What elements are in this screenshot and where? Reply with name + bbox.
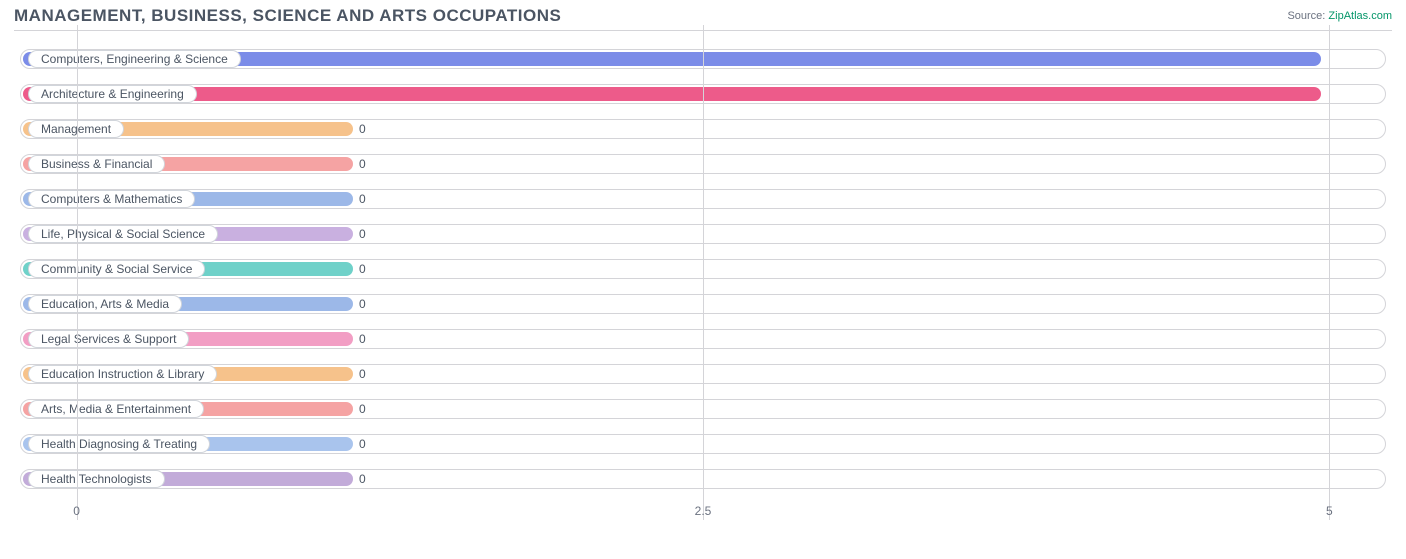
bar-label-pill: Legal Services & Support bbox=[28, 330, 189, 348]
bar-label-pill: Business & Financial bbox=[28, 155, 165, 173]
bar-value-label: 0 bbox=[359, 192, 366, 206]
bar-value-label: 0 bbox=[359, 227, 366, 241]
gridline bbox=[1329, 25, 1330, 520]
bar-label-pill: Architecture & Engineering bbox=[28, 85, 197, 103]
bar-label-pill: Computers & Mathematics bbox=[28, 190, 195, 208]
bar-value-label: 0 bbox=[359, 402, 366, 416]
x-tick-label: 2.5 bbox=[695, 504, 712, 518]
bar-fill bbox=[23, 87, 1321, 101]
bar-value-label: 0 bbox=[359, 437, 366, 451]
bar-label-pill: Health Technologists bbox=[28, 470, 165, 488]
bar-label-pill: Health Diagnosing & Treating bbox=[28, 435, 210, 453]
source-attribution: Source: ZipAtlas.com bbox=[1287, 10, 1392, 22]
bar-value-label: 0 bbox=[359, 332, 366, 346]
gridline bbox=[77, 25, 78, 520]
bar-value-label: 5 bbox=[1367, 87, 1374, 101]
bar-label-pill: Community & Social Service bbox=[28, 260, 205, 278]
bar-value-label: 0 bbox=[359, 122, 366, 136]
source-link[interactable]: ZipAtlas.com bbox=[1328, 10, 1392, 22]
chart-area: Computers, Engineering & Science 5 Archite… bbox=[14, 30, 1392, 520]
bar-value-label: 0 bbox=[359, 472, 366, 486]
source-label: Source: bbox=[1287, 10, 1325, 22]
bar-value-label: 0 bbox=[359, 262, 366, 276]
bar-label-pill: Education, Arts & Media bbox=[28, 295, 182, 313]
bar-value-label: 0 bbox=[359, 367, 366, 381]
bar-label-pill: Education Instruction & Library bbox=[28, 365, 217, 383]
bar-label-pill: Life, Physical & Social Science bbox=[28, 225, 218, 243]
x-tick-label: 5 bbox=[1326, 504, 1333, 518]
bar-value-label: 5 bbox=[1367, 52, 1374, 66]
bar-label-pill: Computers, Engineering & Science bbox=[28, 50, 241, 68]
bar-value-label: 0 bbox=[359, 297, 366, 311]
x-tick-label: 0 bbox=[73, 504, 80, 518]
bar-label-pill: Arts, Media & Entertainment bbox=[28, 400, 204, 418]
bar-value-label: 0 bbox=[359, 157, 366, 171]
gridline bbox=[703, 25, 704, 520]
chart-title: MANAGEMENT, BUSINESS, SCIENCE AND ARTS O… bbox=[14, 6, 561, 26]
